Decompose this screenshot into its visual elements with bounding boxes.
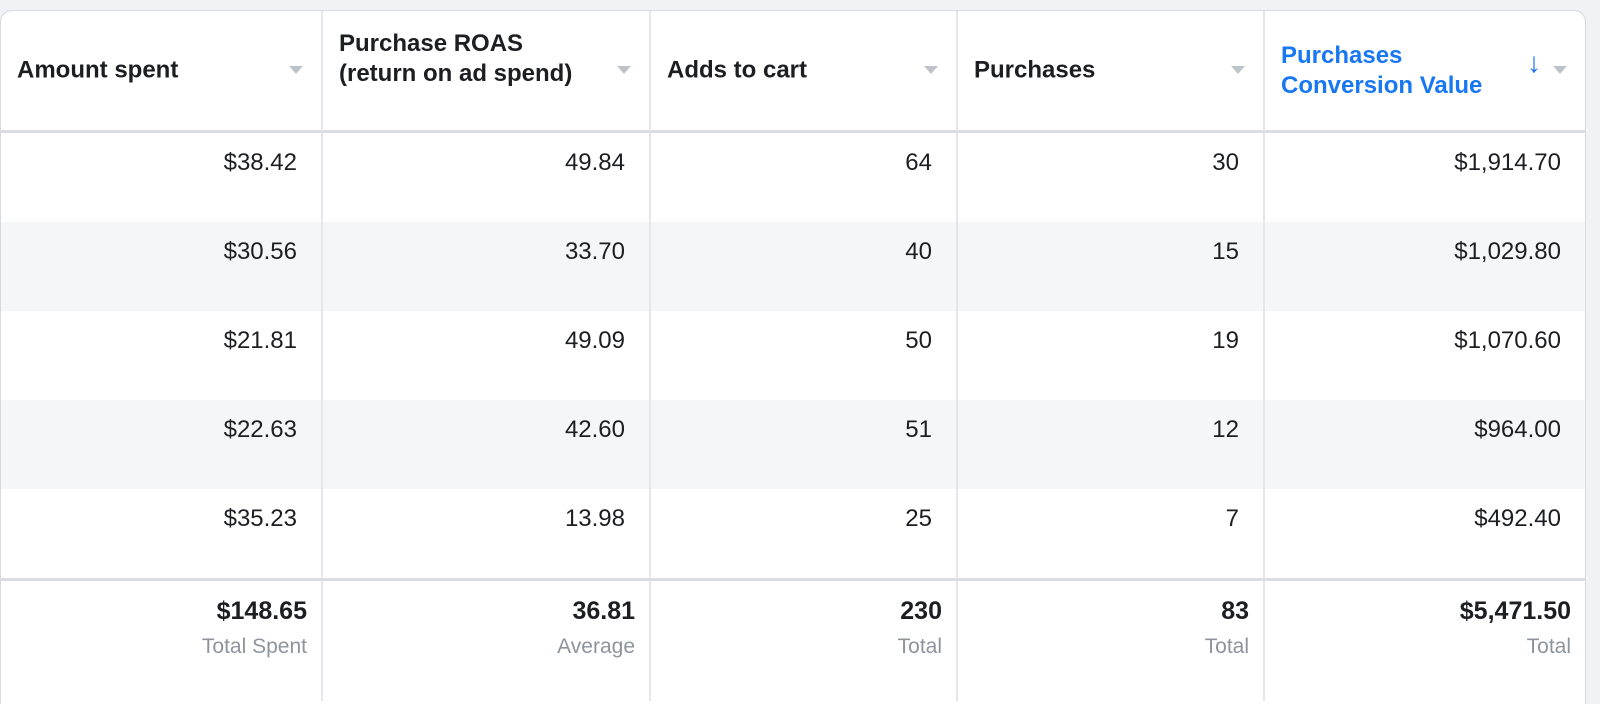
cell-value: $964.00 xyxy=(1474,416,1561,443)
table-cell: 42.60 xyxy=(323,400,651,489)
table-cell: 49.84 xyxy=(323,133,651,222)
column-header-amount-spent[interactable]: Amount spent xyxy=(1,11,323,133)
table-cell: $492.40 xyxy=(1265,489,1585,578)
table-cell: $1,070.60 xyxy=(1265,311,1585,400)
column-header-label: Purchases Conversion Value xyxy=(1281,41,1483,99)
table-row: $21.81 49.09 50 19 $1,070.60 xyxy=(1,311,1585,400)
total-cell-amount-spent: $148.65 Total Spent xyxy=(1,581,323,701)
cell-value: $22.63 xyxy=(223,416,297,443)
column-header-adds-to-cart[interactable]: Adds to cart xyxy=(651,11,958,133)
ads-table-panel: Amount spent Purchase ROAS (return on ad… xyxy=(0,10,1586,704)
table-cell: 64 xyxy=(651,133,958,222)
table-row: $22.63 42.60 51 12 $964.00 xyxy=(1,400,1585,489)
total-label: Total Spent xyxy=(201,635,307,658)
cell-value: $1,914.70 xyxy=(1454,149,1561,176)
cell-value: 33.70 xyxy=(564,238,625,265)
table-cell: $22.63 xyxy=(1,400,323,489)
cell-value: 30 xyxy=(1212,149,1239,176)
table-body: $38.42 49.84 64 30 $1,914.70 $30.56 33.7… xyxy=(1,133,1585,578)
arrow-down-icon[interactable]: ↓ xyxy=(1527,47,1541,78)
table-cell: 15 xyxy=(958,222,1265,311)
column-header-purchases-conversion-value[interactable]: Purchases Conversion Value ↓ xyxy=(1265,11,1585,133)
cell-value: 50 xyxy=(905,327,932,354)
caret-down-icon[interactable] xyxy=(1553,66,1567,74)
column-header-purchase-roas[interactable]: Purchase ROAS (return on ad spend) xyxy=(323,11,651,133)
total-cell-conversion-value: $5,471.50 Total xyxy=(1265,581,1585,701)
table-cell: $35.23 xyxy=(1,489,323,578)
table-cell: 51 xyxy=(651,400,958,489)
column-header-label: Amount spent xyxy=(17,56,179,84)
cell-value: $30.56 xyxy=(223,238,297,265)
table-cell: $30.56 xyxy=(1,222,323,311)
total-value: $5,471.50 xyxy=(1459,597,1571,625)
cell-value: 42.60 xyxy=(564,416,625,443)
total-label: Total xyxy=(1526,635,1571,658)
table-cell: 50 xyxy=(651,311,958,400)
table-cell: $38.42 xyxy=(1,133,323,222)
table-row: $35.23 13.98 25 7 $492.40 xyxy=(1,489,1585,578)
caret-down-icon[interactable] xyxy=(289,66,303,74)
cell-value: 19 xyxy=(1212,327,1239,354)
table-cell: 19 xyxy=(958,311,1265,400)
cell-value: 13.98 xyxy=(564,505,625,532)
table-cell: 13.98 xyxy=(323,489,651,578)
caret-down-icon[interactable] xyxy=(1231,66,1245,74)
cell-value: 25 xyxy=(905,505,932,532)
ads-metrics-table: Amount spent Purchase ROAS (return on ad… xyxy=(1,11,1585,701)
table-cell: 7 xyxy=(958,489,1265,578)
table-header: Amount spent Purchase ROAS (return on ad… xyxy=(1,11,1585,133)
table-row: $38.42 49.84 64 30 $1,914.70 xyxy=(1,133,1585,222)
column-header-label: Purchases xyxy=(974,56,1096,84)
total-cell-purchases: 83 Total xyxy=(958,581,1265,701)
cell-value: $1,029.80 xyxy=(1454,238,1561,265)
total-label: Total xyxy=(1204,635,1249,658)
total-value: 36.81 xyxy=(572,597,635,625)
column-header-purchases[interactable]: Purchases xyxy=(958,11,1265,133)
table-cell: $1,029.80 xyxy=(1265,222,1585,311)
total-value: 230 xyxy=(900,597,942,625)
caret-down-icon[interactable] xyxy=(617,66,631,74)
total-value: $148.65 xyxy=(216,597,307,625)
cell-value: 12 xyxy=(1212,416,1239,443)
caret-down-icon[interactable] xyxy=(924,66,938,74)
column-header-label: Adds to cart xyxy=(667,56,808,84)
total-label: Average xyxy=(557,635,635,658)
table-cell: $21.81 xyxy=(1,311,323,400)
cell-value: 40 xyxy=(905,238,932,265)
cell-value: $38.42 xyxy=(223,149,297,176)
table-cell: 49.09 xyxy=(323,311,651,400)
table-cell: 33.70 xyxy=(323,222,651,311)
totals-row: $148.65 Total Spent 36.81 Average 230 To… xyxy=(1,578,1585,701)
table-cell: $1,914.70 xyxy=(1265,133,1585,222)
total-cell-adds-to-cart: 230 Total xyxy=(651,581,958,701)
table-cell: $964.00 xyxy=(1265,400,1585,489)
cell-value: 51 xyxy=(905,416,932,443)
table-row: $30.56 33.70 40 15 $1,029.80 xyxy=(1,222,1585,311)
cell-value: 49.09 xyxy=(564,327,625,354)
cell-value: 15 xyxy=(1212,238,1239,265)
table-cell: 40 xyxy=(651,222,958,311)
table-cell: 12 xyxy=(958,400,1265,489)
total-value: 83 xyxy=(1221,597,1249,625)
cell-value: $1,070.60 xyxy=(1454,327,1561,354)
cell-value: $492.40 xyxy=(1474,505,1561,532)
column-header-label: Purchase ROAS (return on ad spend) xyxy=(339,30,573,87)
table-cell: 25 xyxy=(651,489,958,578)
cell-value: $35.23 xyxy=(223,505,297,532)
table-cell: 30 xyxy=(958,133,1265,222)
cell-value: 64 xyxy=(905,149,932,176)
cell-value: 49.84 xyxy=(564,149,625,176)
total-cell-purchase-roas: 36.81 Average xyxy=(323,581,651,701)
total-label: Total xyxy=(897,635,942,658)
cell-value: $21.81 xyxy=(223,327,297,354)
cell-value: 7 xyxy=(1225,505,1239,532)
